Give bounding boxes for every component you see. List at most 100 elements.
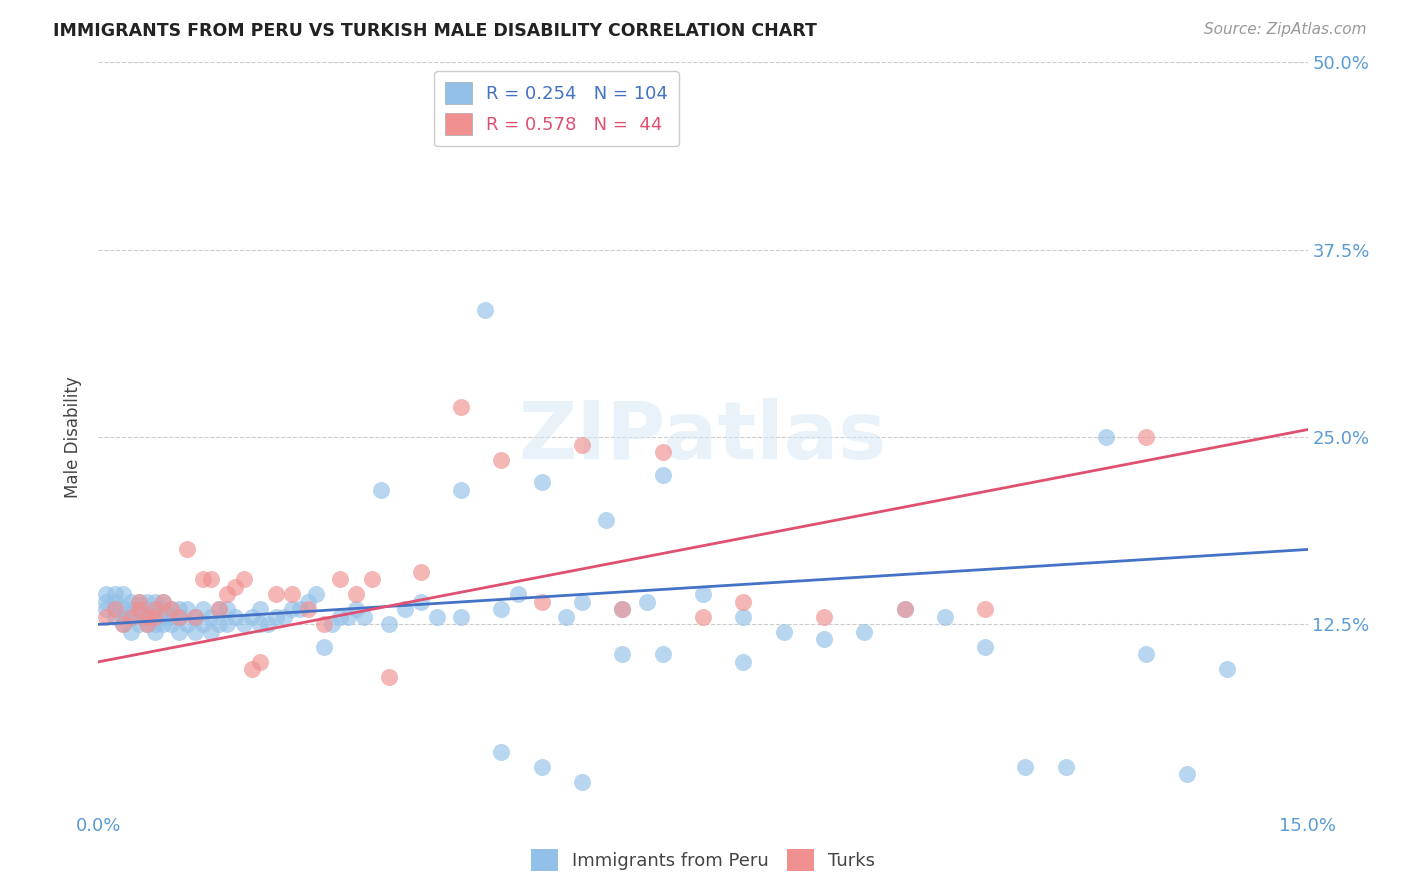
Point [152, 595, 174, 609]
Point [329, 573, 352, 587]
Point [143, 610, 166, 624]
Point [224, 610, 246, 624]
Legend: Immigrants from Peru, Turks: Immigrants from Peru, Turks [523, 842, 883, 879]
Point [595, 512, 617, 526]
Point [160, 610, 183, 624]
Point [111, 602, 134, 616]
Point [491, 452, 513, 467]
Point [361, 573, 384, 587]
Point [612, 602, 634, 616]
Point [337, 610, 360, 624]
Point [571, 774, 593, 789]
Point [176, 617, 198, 632]
Point [200, 573, 222, 587]
Point [297, 595, 319, 609]
Point [240, 662, 263, 676]
Point [273, 610, 295, 624]
Point [120, 602, 142, 616]
Point [974, 640, 997, 654]
Point [224, 580, 246, 594]
Point [1216, 662, 1239, 676]
Point [893, 602, 915, 616]
Point [506, 587, 529, 601]
Point [281, 602, 304, 616]
Point [813, 632, 835, 647]
Point [853, 624, 876, 639]
Point [152, 595, 174, 609]
Point [111, 617, 134, 632]
Point [160, 602, 183, 616]
Point [813, 610, 835, 624]
Point [491, 602, 513, 616]
Point [733, 610, 755, 624]
Point [167, 602, 190, 616]
Text: ZIPatlas: ZIPatlas [519, 398, 887, 476]
Point [772, 624, 794, 639]
Point [450, 400, 472, 414]
Point [264, 587, 287, 601]
Point [152, 602, 174, 616]
Point [530, 760, 553, 774]
Point [135, 617, 157, 632]
Point [1014, 760, 1036, 774]
Text: Source: ZipAtlas.com: Source: ZipAtlas.com [1204, 22, 1367, 37]
Point [733, 595, 755, 609]
Point [1135, 648, 1157, 662]
Point [167, 610, 190, 624]
Point [370, 483, 392, 497]
Y-axis label: Male Disability: Male Disability [65, 376, 83, 498]
Point [934, 610, 956, 624]
Point [240, 610, 263, 624]
Point [555, 610, 578, 624]
Point [143, 595, 166, 609]
Point [200, 624, 222, 639]
Point [96, 602, 118, 616]
Point [281, 587, 304, 601]
Point [128, 602, 150, 616]
Point [651, 467, 673, 482]
Point [353, 610, 375, 624]
Point [530, 595, 553, 609]
Point [249, 617, 271, 632]
Point [314, 617, 336, 632]
Point [474, 302, 496, 317]
Point [143, 617, 166, 632]
Text: IMMIGRANTS FROM PERU VS TURKISH MALE DISABILITY CORRELATION CHART: IMMIGRANTS FROM PERU VS TURKISH MALE DIS… [53, 22, 817, 40]
Point [571, 595, 593, 609]
Point [530, 475, 553, 489]
Point [143, 602, 166, 616]
Point [426, 610, 449, 624]
Point [491, 745, 513, 759]
Point [120, 610, 142, 624]
Point [329, 610, 352, 624]
Point [111, 617, 134, 632]
Point [636, 595, 658, 609]
Point [217, 587, 239, 601]
Point [217, 602, 239, 616]
Point [297, 602, 319, 616]
Point [103, 602, 125, 616]
Point [733, 655, 755, 669]
Point [692, 610, 714, 624]
Point [651, 445, 673, 459]
Point [135, 602, 157, 616]
Point [143, 602, 166, 616]
Point [176, 542, 198, 557]
Point [167, 624, 190, 639]
Point [135, 595, 157, 609]
Point [394, 602, 416, 616]
Point [344, 602, 367, 616]
Point [103, 587, 125, 601]
Point [184, 624, 207, 639]
Point [256, 617, 278, 632]
Point [208, 602, 231, 616]
Point [651, 648, 673, 662]
Point [128, 617, 150, 632]
Point [893, 602, 915, 616]
Point [571, 437, 593, 451]
Point [128, 610, 150, 624]
Point [1095, 430, 1118, 444]
Point [249, 602, 271, 616]
Point [152, 610, 174, 624]
Point [184, 610, 207, 624]
